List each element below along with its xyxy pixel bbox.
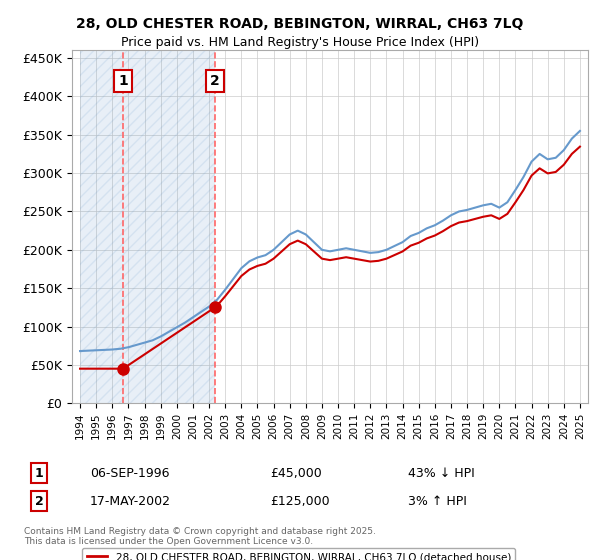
- Text: 2: 2: [35, 494, 43, 508]
- Text: 1: 1: [118, 74, 128, 88]
- Text: Contains HM Land Registry data © Crown copyright and database right 2025.
This d: Contains HM Land Registry data © Crown c…: [24, 526, 376, 546]
- Text: Price paid vs. HM Land Registry's House Price Index (HPI): Price paid vs. HM Land Registry's House …: [121, 36, 479, 49]
- Text: 17-MAY-2002: 17-MAY-2002: [90, 494, 171, 508]
- Text: 28, OLD CHESTER ROAD, BEBINGTON, WIRRAL, CH63 7LQ: 28, OLD CHESTER ROAD, BEBINGTON, WIRRAL,…: [76, 17, 524, 31]
- Text: £45,000: £45,000: [270, 466, 322, 480]
- Legend: 28, OLD CHESTER ROAD, BEBINGTON, WIRRAL, CH63 7LQ (detached house), HPI: Average: 28, OLD CHESTER ROAD, BEBINGTON, WIRRAL,…: [82, 548, 515, 560]
- Text: 1: 1: [35, 466, 43, 480]
- Text: 43% ↓ HPI: 43% ↓ HPI: [408, 466, 475, 480]
- Bar: [80, 50, 123, 403]
- Text: 06-SEP-1996: 06-SEP-1996: [90, 466, 170, 480]
- Bar: [123, 50, 215, 403]
- Text: 3% ↑ HPI: 3% ↑ HPI: [408, 494, 467, 508]
- Text: £125,000: £125,000: [270, 494, 329, 508]
- Text: 2: 2: [210, 74, 220, 88]
